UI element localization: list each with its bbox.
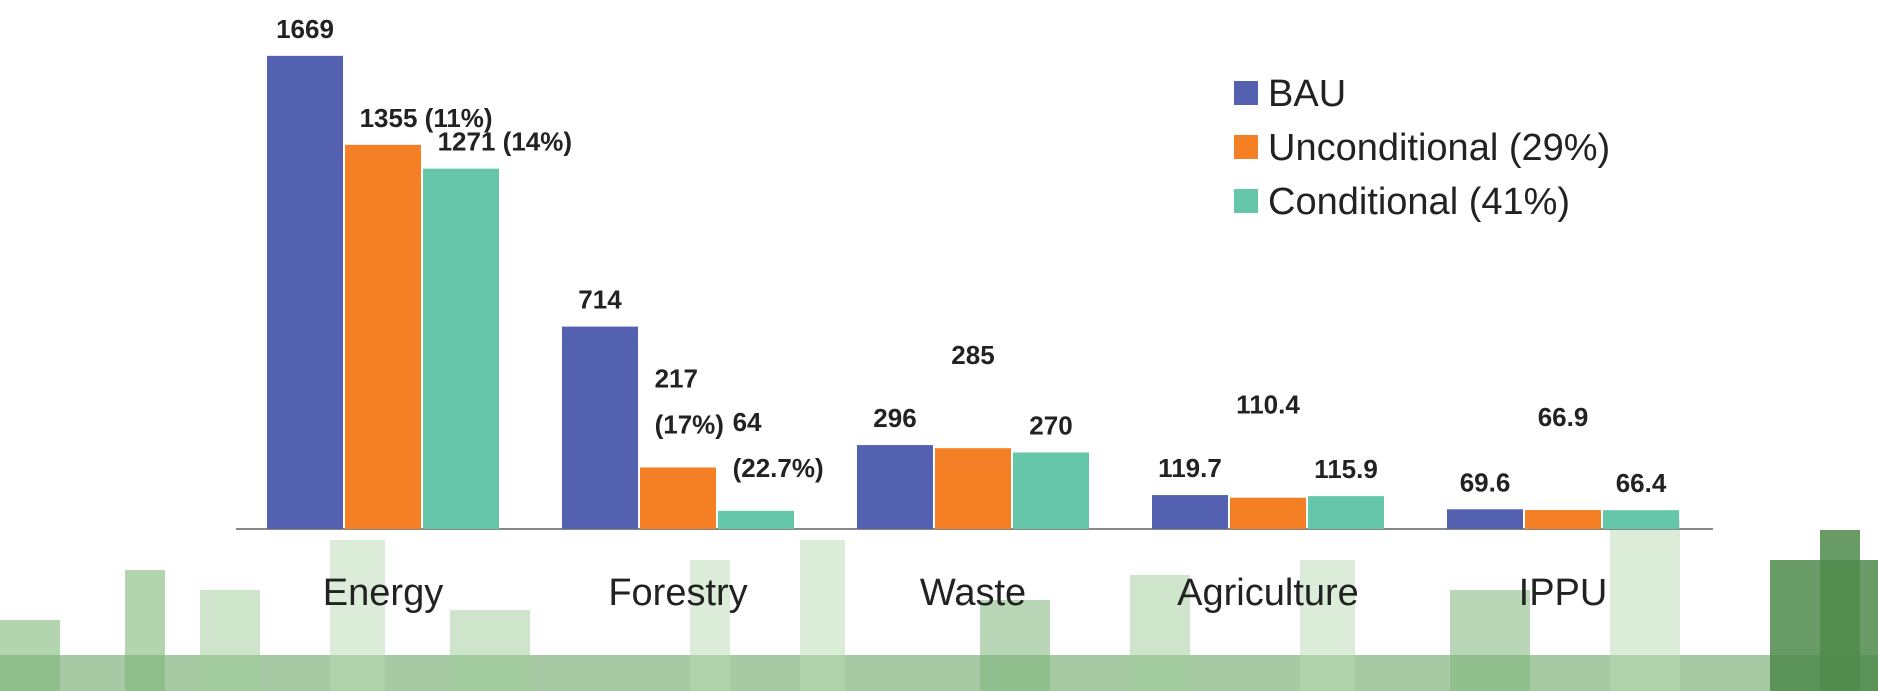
value-label: 217 (17%) [655, 363, 724, 439]
bar [1603, 510, 1679, 529]
bar [1013, 452, 1089, 529]
x-tick-label: Agriculture [1177, 572, 1359, 614]
legend-swatch [1234, 189, 1258, 213]
value-label: 119.7 [1158, 453, 1222, 483]
legend-swatch [1234, 81, 1258, 105]
bar [1230, 498, 1306, 529]
value-label: 1669 [276, 14, 334, 44]
bar [562, 327, 638, 529]
bar [1525, 510, 1601, 529]
value-label: 110.4 [1236, 390, 1300, 420]
value-label: 69.6 [1460, 467, 1511, 497]
bar [1447, 509, 1523, 529]
bar [935, 448, 1011, 529]
legend-label: Conditional (41%) [1268, 181, 1570, 223]
value-label: 64 (22.7%) [733, 407, 824, 483]
bar [423, 169, 499, 529]
value-label: 1271 (14%) [438, 127, 572, 157]
legend-swatch [1234, 135, 1258, 159]
x-tick-label: Waste [920, 572, 1026, 614]
legend-label: Unconditional (29%) [1268, 127, 1610, 169]
value-label: 115.9 [1314, 454, 1378, 484]
chart: Energy16691355 (11%)1271 (14%)Forestry71… [0, 0, 1878, 691]
bar [345, 145, 421, 529]
bar [1152, 495, 1228, 529]
page: {"chart_data": { "type": "bar", "categor… [0, 0, 1878, 691]
bar [857, 445, 933, 529]
legend-label: BAU [1268, 73, 1346, 115]
x-tick-label: Forestry [608, 572, 747, 614]
value-label: 714 [578, 285, 622, 315]
x-tick-label: IPPU [1519, 572, 1608, 614]
bar [718, 511, 794, 529]
value-label: 66.9 [1538, 402, 1589, 432]
x-tick-label: Energy [323, 572, 443, 614]
bar [267, 56, 343, 529]
bar [640, 467, 716, 529]
value-label: 285 [951, 340, 994, 370]
value-label: 66.4 [1616, 468, 1667, 498]
value-label: 270 [1029, 410, 1072, 440]
bar [1308, 496, 1384, 529]
value-label: 296 [873, 403, 916, 433]
